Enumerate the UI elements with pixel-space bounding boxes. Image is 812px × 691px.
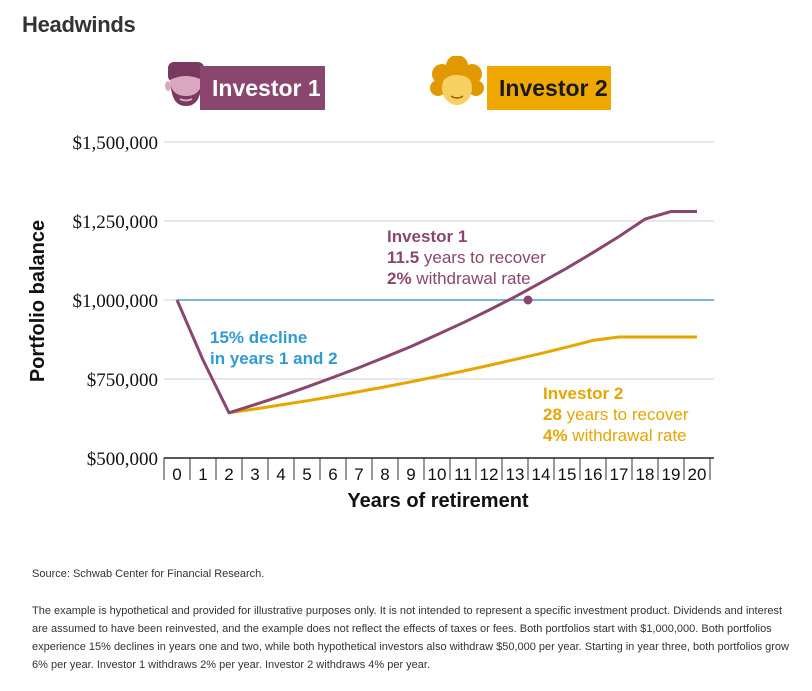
investor-2-badge: Investor 2 bbox=[487, 66, 611, 110]
investor-1-rate-text: withdrawal rate bbox=[412, 269, 531, 288]
recovery-point bbox=[523, 295, 533, 305]
x-tick-label: 17 bbox=[610, 465, 629, 484]
page-title: Headwinds bbox=[22, 12, 136, 37]
investor-1-annotation-name: Investor 1 bbox=[387, 227, 467, 246]
decline-line2: in years 1 and 2 bbox=[210, 349, 338, 368]
x-tick-label: 11 bbox=[454, 465, 472, 484]
series-lines bbox=[175, 210, 697, 415]
investor-2-annotation: Investor 2 28 years to recover 4% withdr… bbox=[543, 384, 693, 445]
y-axis-ticks: $500,000 $750,000 $1,000,000 $1,250,000 $1,5… bbox=[73, 133, 159, 470]
investor-1-badge: Investor 1 bbox=[200, 66, 325, 110]
investor-2-avatar-icon bbox=[430, 56, 484, 105]
source-note: Source: Schwab Center for Financial Rese… bbox=[32, 568, 265, 580]
investor-1-annotation: Investor 1 11.5 years to recover 2% with… bbox=[387, 227, 551, 288]
investor-1-years-text: years to recover bbox=[419, 248, 546, 267]
series-line-1 bbox=[175, 210, 697, 415]
x-tick-label: 1 bbox=[198, 465, 207, 484]
x-tick-label: 3 bbox=[250, 465, 259, 484]
investor-1-years: 11.5 bbox=[387, 248, 419, 267]
x-tick-label: 15 bbox=[558, 465, 577, 484]
y-tick-label: $1,500,000 bbox=[73, 133, 159, 154]
y-tick-label: $1,250,000 bbox=[73, 212, 159, 233]
y-axis-label: Portfolio balance bbox=[27, 220, 49, 382]
decline-line1: 15% decline bbox=[210, 328, 307, 347]
investor-2-years: 28 bbox=[543, 405, 562, 424]
investor-1-rate: 2% bbox=[387, 269, 412, 288]
x-tick-label: 18 bbox=[636, 465, 655, 484]
grid-lines bbox=[164, 141, 714, 380]
x-tick-label: 5 bbox=[302, 465, 311, 484]
disclaimer-note: The example is hypothetical and provided… bbox=[32, 605, 789, 671]
x-tick-label: 7 bbox=[354, 465, 363, 484]
x-tick-label: 2 bbox=[224, 465, 233, 484]
decline-annotation: 15% decline in years 1 and 2 bbox=[210, 328, 338, 368]
x-tick-label: 13 bbox=[506, 465, 525, 484]
x-tick-label: 19 bbox=[662, 465, 681, 484]
x-tick-label: 4 bbox=[276, 465, 285, 484]
y-tick-label: $750,000 bbox=[87, 370, 158, 391]
x-tick-label: 0 bbox=[172, 465, 181, 484]
x-tick-label: 6 bbox=[328, 465, 337, 484]
x-axis-label: Years of retirement bbox=[347, 490, 529, 512]
series-line-2 bbox=[228, 335, 697, 415]
investor-2-annotation-name: Investor 2 bbox=[543, 384, 623, 403]
investor-2-years-text: years to recover bbox=[562, 405, 689, 424]
x-tick-label: 8 bbox=[380, 465, 389, 484]
x-tick-label: 9 bbox=[406, 465, 415, 484]
x-tick-label: 10 bbox=[428, 465, 447, 484]
investor-2-rate: 4% bbox=[543, 426, 568, 445]
y-tick-label: $500,000 bbox=[87, 449, 158, 470]
x-tick-label: 20 bbox=[688, 465, 707, 484]
x-tick-label: 16 bbox=[584, 465, 603, 484]
x-axis: 0 1 2 3 4 5 6 7 8 9 10 11 12 13 14 15 16 17 18 19 20 bbox=[163, 457, 714, 484]
x-tick-label: 14 bbox=[532, 465, 551, 484]
investor-2-rate-text: withdrawal rate bbox=[568, 426, 687, 445]
y-tick-label: $1,000,000 bbox=[73, 291, 159, 312]
x-tick-label: 12 bbox=[480, 465, 499, 484]
